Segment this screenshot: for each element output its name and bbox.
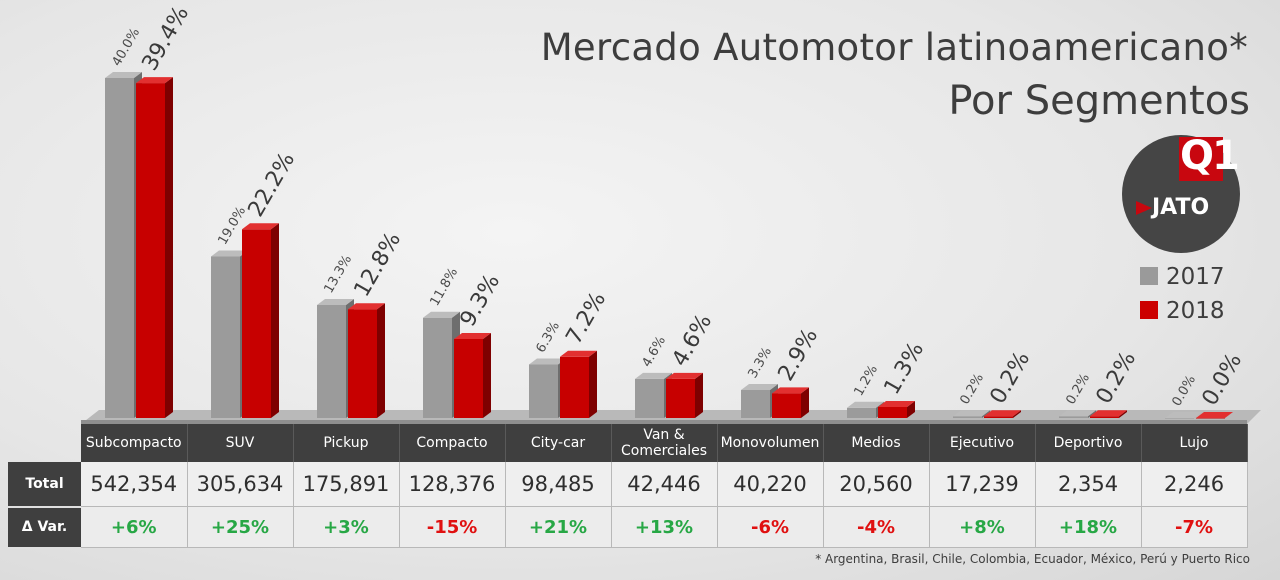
bar-2018-5 [666,372,703,418]
bar-label-2018-1: 22.2% [244,148,301,221]
total-cell: 17,239 [929,462,1036,507]
total-cell: 20,560 [823,462,930,507]
table-header: Lujo [1141,424,1248,462]
legend-swatch-2018 [1140,301,1158,319]
variation-cell: -7% [1141,506,1248,548]
bar-label-2018-8: 0.2% [986,347,1036,408]
bar-2018-3 [454,332,491,418]
variation-cell: +3% [293,506,400,548]
total-cell: 542,354 [81,462,188,507]
total-cell: 2,246 [1141,462,1248,507]
q1-badge: Q1 [1179,133,1240,181]
table-header: Medios [823,424,930,462]
bar-2018-0 [136,77,173,418]
total-cell: 2,354 [1035,462,1142,507]
bar-label-2017-9: 0.2% [1063,371,1093,407]
variation-cell: -6% [717,506,824,548]
data-table: Subcompacto SUV Pickup Compacto City-car… [8,424,1248,549]
table-header: SUV [187,424,294,462]
variation-cell: +6% [81,506,188,548]
bar-label-2017-3: 11.8% [427,265,461,308]
legend-item-2017: 2017 [1140,264,1225,290]
chart-title: Mercado Automotor latinoamericano* [540,26,1248,69]
table-header-row: Subcompacto SUV Pickup Compacto City-car… [8,424,1248,462]
variation-cell: +25% [187,506,294,548]
row-label-total: Total [8,462,81,508]
table-header: Van & Comerciales [611,424,718,462]
variation-cell: +13% [611,506,718,548]
bar-label-2017-8: 0.2% [957,371,987,407]
bar-2018-7 [878,400,915,418]
variation-cell: -4% [823,506,930,548]
total-cell: 42,446 [611,462,718,507]
table-header: Pickup [293,424,400,462]
chart-floor-edge [81,420,1247,425]
arrow-icon [1136,201,1152,215]
bar-2018-1 [242,223,279,418]
bar-label-2018-2: 12.8% [350,228,407,301]
table-header: City-car [505,424,612,462]
bar-2018-4 [560,350,597,418]
bar-label-2017-4: 6.3% [533,319,563,355]
table-row-total: Total 542,354 305,634 175,891 128,376 98… [8,462,1248,508]
q1-badge-text: Q1 [1180,133,1240,179]
table-header: Ejecutivo [929,424,1036,462]
row-label-variation: Δ Var. [8,506,81,549]
bar-label-2017-6: 3.3% [745,345,775,381]
bar-label-2018-0: 39.4% [138,2,195,75]
table-corner [8,424,81,462]
legend-label-2018: 2018 [1166,298,1225,324]
bar-label-2018-10: 0.0% [1198,349,1248,410]
bar-2017-2 [317,298,354,418]
footnote: * Argentina, Brasil, Chile, Colombia, Ec… [815,552,1250,566]
jato-logo: Q1 JATO [1122,133,1240,253]
table-header: Monovolumen [717,424,824,462]
total-cell: 305,634 [187,462,294,507]
total-cell: 40,220 [717,462,824,507]
bar-label-2018-4: 7.2% [562,288,612,349]
table-header: Subcompacto [81,424,188,462]
bar-label-2017-7: 1.2% [851,363,881,399]
legend-item-2018: 2018 [1140,298,1225,324]
bar-label-2018-6: 2.9% [774,324,824,385]
total-cell: 98,485 [505,462,612,507]
bar-2018-8 [984,410,1021,418]
bar-2017-10 [1165,412,1202,419]
table-row-variation: Δ Var. +6% +25% +3% -15% +21% +13% -6% -… [8,506,1248,549]
bar-chart: 40.0%39.4%19.0%22.2%13.3%12.8% 11.8%9.3%6… [81,2,1261,425]
total-cell: 128,376 [399,462,506,507]
bar-label-2018-7: 1.3% [880,338,930,399]
legend-swatch-2017 [1140,267,1158,285]
bar-label-2018-3: 9.3% [456,270,506,331]
bar-2018-10 [1196,412,1233,419]
bar-2018-6 [772,387,809,418]
bar-2018-2 [348,303,385,418]
variation-cell: +18% [1035,506,1142,548]
variation-cell: +8% [929,506,1036,548]
bar-label-2018-5: 4.6% [668,310,718,371]
bar-2018-9 [1090,410,1127,418]
table-header: Compacto [399,424,506,462]
table-header: Deportivo [1035,424,1142,462]
variation-cell: -15% [399,506,506,548]
legend-label-2017: 2017 [1166,264,1225,290]
chart-subtitle: Por Segmentos [948,78,1250,124]
bar-2017-8 [953,410,990,418]
variation-cell: +21% [505,506,612,548]
total-cell: 175,891 [293,462,400,507]
bar-2017-9 [1059,410,1096,418]
jato-wordmark: JATO [1152,195,1210,220]
bar-label-2017-5: 4.6% [639,334,669,370]
bar-label-2017-10: 0.0% [1169,373,1199,409]
bar-label-2018-9: 0.2% [1092,347,1142,408]
